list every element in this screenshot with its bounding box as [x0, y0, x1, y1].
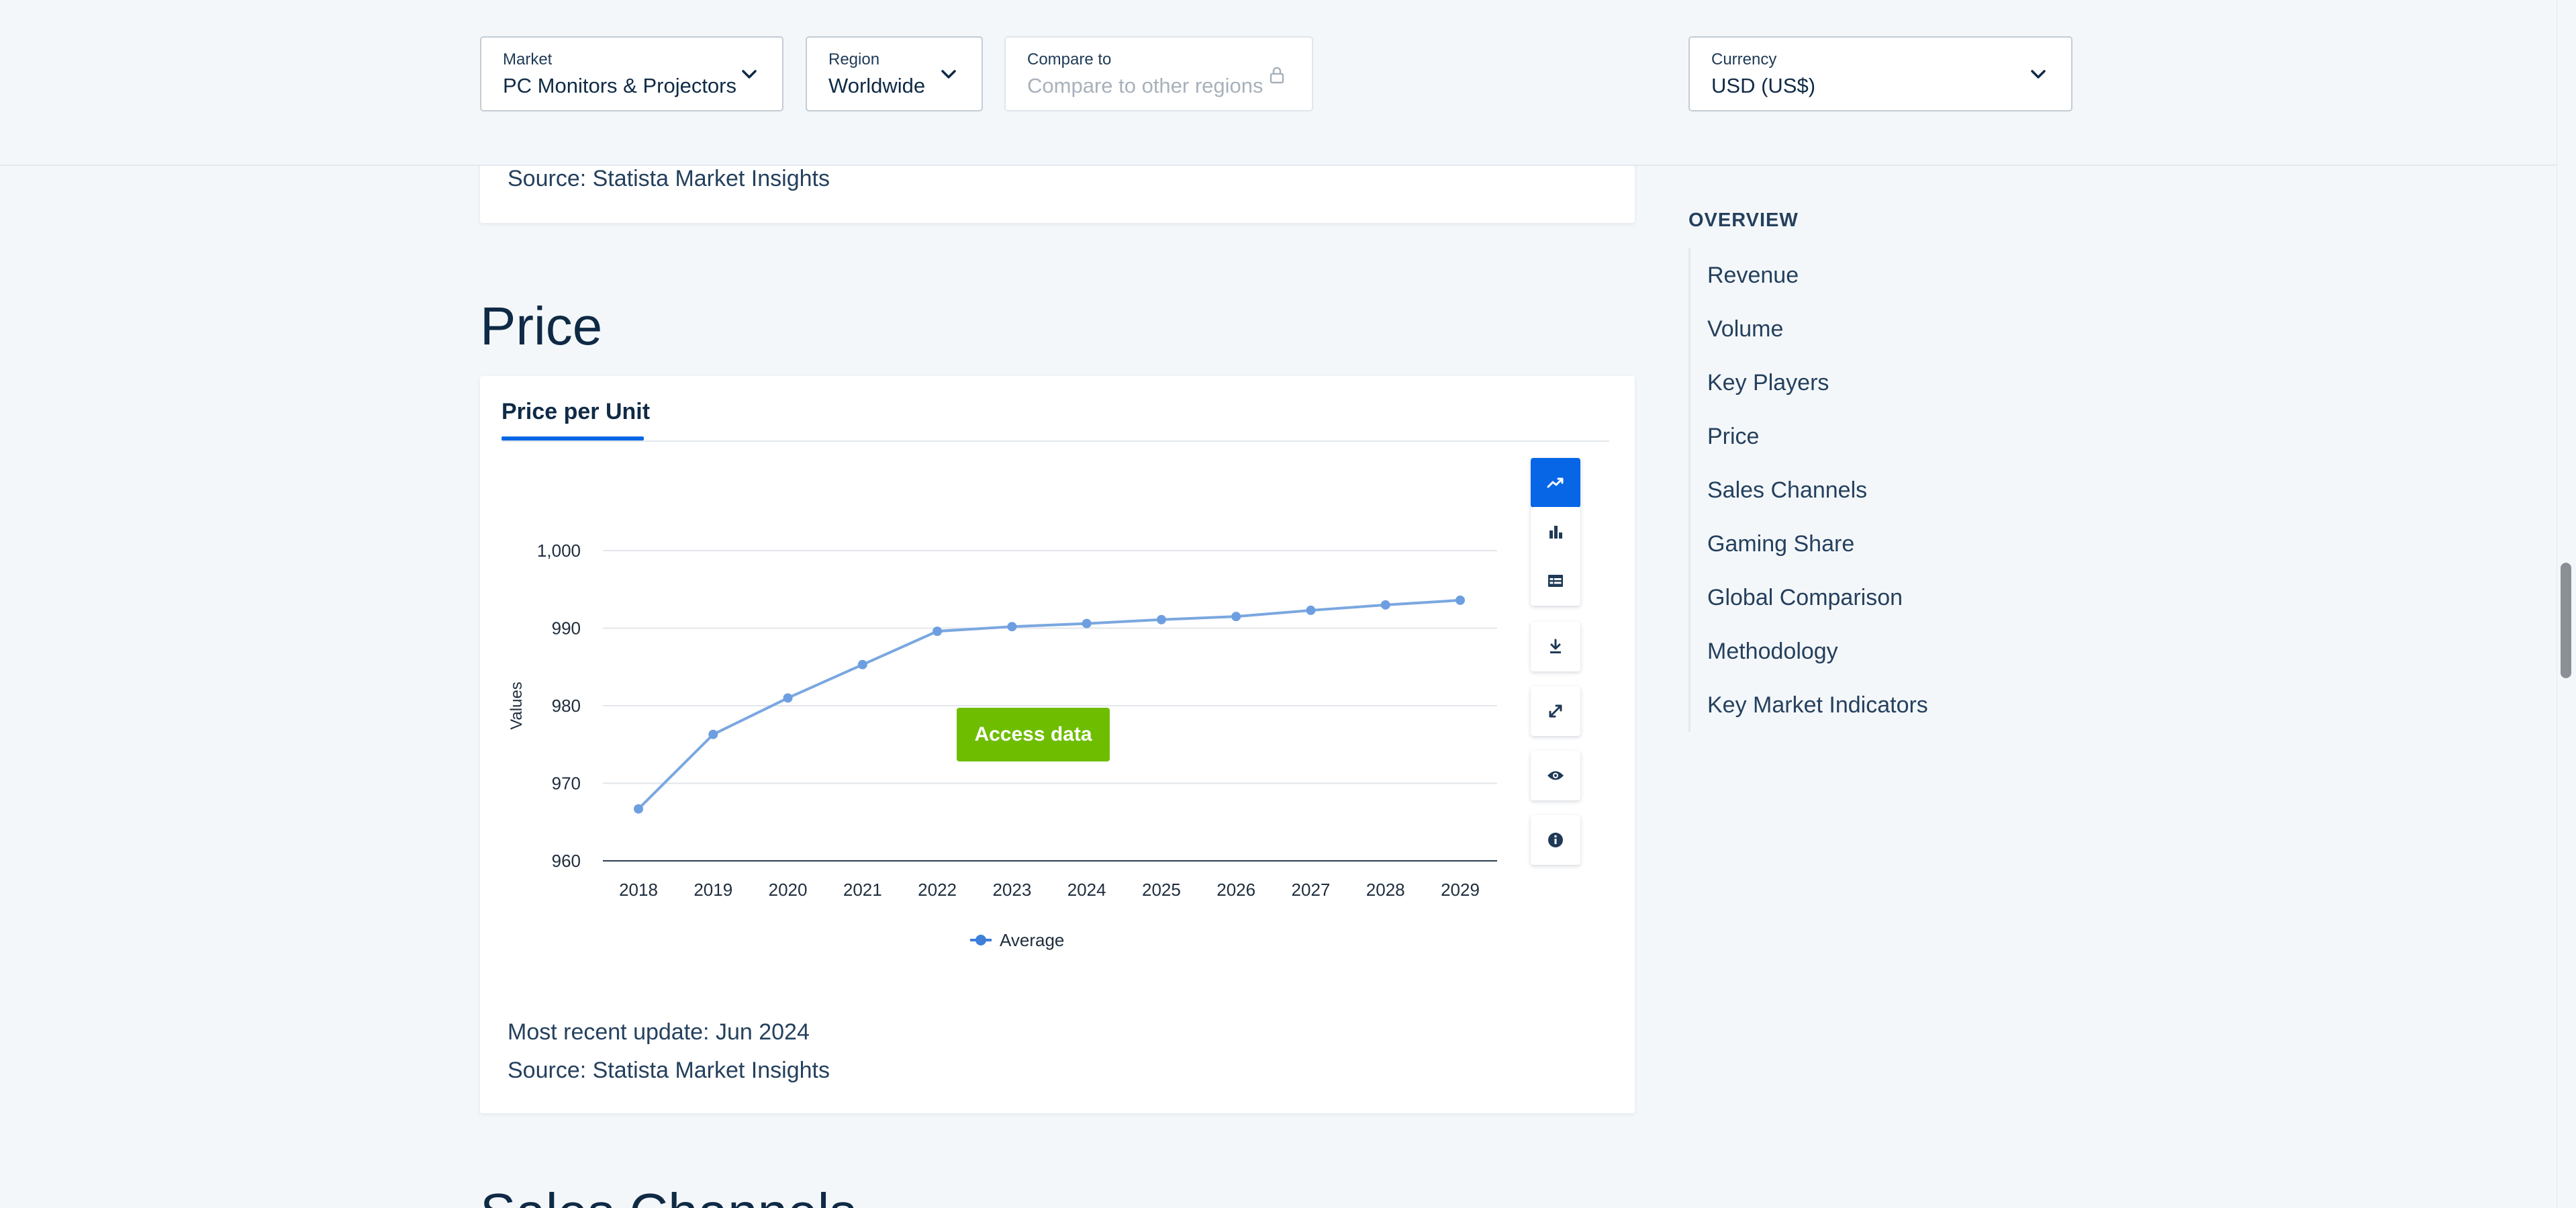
table-icon: [1548, 575, 1563, 587]
tab-price-per-unit[interactable]: Price per Unit: [502, 399, 651, 424]
compare-select[interactable]: Compare to Compare to other regions: [1004, 36, 1313, 111]
x-tick-label: 2022: [918, 880, 957, 900]
compare-label: Compare to: [1027, 50, 1112, 68]
x-tick-label: 2023: [992, 880, 1031, 900]
section-title-sales-channels: Sales Channels: [480, 1182, 856, 1208]
eye-icon: [1547, 771, 1564, 780]
download-button[interactable]: [1531, 622, 1580, 671]
data-point: [783, 693, 793, 703]
region-value: Worldwide: [828, 74, 926, 97]
data-point: [1456, 595, 1465, 605]
compare-placeholder: Compare to other regions: [1027, 74, 1263, 97]
overview-title: OVERVIEW: [1688, 210, 1799, 231]
x-tick-label: 2027: [1292, 880, 1331, 900]
x-tick-label: 2025: [1142, 880, 1181, 900]
data-point: [1231, 612, 1241, 622]
sidebar-item-sales-channels[interactable]: Sales Channels: [1707, 477, 1868, 503]
data-point: [1082, 618, 1092, 629]
price-chart-card: Price per Unit 960 970 980 990 1,000 2018 2019…: [480, 376, 1635, 1113]
sidebar-item-global-comparison[interactable]: Global Comparison: [1707, 585, 1903, 610]
x-tick-label: 2020: [769, 880, 808, 900]
region-label: Region: [828, 50, 880, 68]
sidebar-item-price[interactable]: Price: [1707, 424, 1760, 449]
x-tick-label: 2026: [1217, 880, 1255, 900]
region-select[interactable]: Region Worldwide: [806, 36, 983, 111]
bar-chart-icon: [1549, 526, 1562, 539]
lock-icon: [1270, 66, 1284, 84]
y-tick-label: 960: [552, 851, 581, 871]
chevron-down-icon: [2031, 70, 2046, 79]
x-tick-label: 2019: [694, 880, 732, 900]
y-tick-label: 1,000: [537, 541, 581, 561]
market-value: PC Monitors & Projectors: [503, 74, 736, 97]
currency-label: Currency: [1711, 50, 1777, 68]
page-scrollbar-thumb[interactable]: [2561, 563, 2571, 678]
x-tick-label: 2028: [1366, 880, 1405, 900]
x-tick-label: 2024: [1067, 880, 1106, 900]
bar-chart-button[interactable]: [1531, 507, 1580, 557]
x-tick-label: 2029: [1441, 880, 1480, 900]
y-tick-label: 990: [552, 618, 581, 639]
market-select[interactable]: Market PC Monitors & Projectors: [480, 36, 783, 111]
overview-nav: Revenue Volume Key Players Price Sales C…: [1688, 248, 2093, 732]
market-label: Market: [503, 50, 553, 68]
chevron-down-icon: [742, 70, 757, 79]
data-point: [1380, 600, 1390, 610]
data-point: [634, 804, 643, 814]
fullscreen-button[interactable]: [1531, 686, 1580, 736]
data-point: [1007, 622, 1017, 632]
filter-bar: Market PC Monitors & Projectors Region W…: [0, 0, 2557, 166]
y-tick-label: 980: [552, 696, 581, 716]
data-point: [1306, 605, 1316, 615]
source-text: Source: Statista Market Insights: [508, 1058, 830, 1083]
data-point: [857, 659, 867, 669]
price-line-chart: 960 970 980 990 1,000 2018 2019 2020 2021 2022 202…: [508, 541, 1497, 950]
data-point: [1156, 614, 1166, 624]
sidebar-item-key-market-indicators[interactable]: Key Market Indicators: [1707, 692, 1928, 718]
currency-value: USD (US$): [1711, 74, 1816, 97]
sidebar-item-volume[interactable]: Volume: [1707, 316, 1784, 342]
access-data-button[interactable]: Access data: [957, 708, 1110, 761]
tab-divider: [502, 440, 1609, 442]
line-chart-button[interactable]: [1531, 458, 1580, 508]
view-button[interactable]: [1531, 751, 1580, 800]
x-tick-label: 2018: [619, 880, 658, 900]
sidebar-item-gaming-share[interactable]: Gaming Share: [1707, 531, 1855, 557]
sidebar-item-methodology[interactable]: Methodology: [1707, 639, 1838, 664]
active-tab-indicator: [502, 436, 644, 440]
y-tick-label: 970: [552, 774, 581, 794]
legend-point-marker: [975, 935, 986, 945]
currency-select[interactable]: Currency USD (US$): [1688, 36, 2072, 111]
expand-icon: [1549, 704, 1562, 718]
source-text: Source: Statista Market Insights: [508, 166, 830, 191]
sidebar-item-revenue[interactable]: Revenue: [1707, 263, 1799, 288]
line-chart-icon: [1547, 477, 1564, 488]
data-point: [708, 729, 718, 739]
series-line-average: [637, 598, 1461, 810]
download-icon: [1550, 639, 1561, 653]
info-button[interactable]: [1531, 815, 1580, 865]
y-axis-label: Values: [508, 682, 526, 730]
section-title-price: Price: [480, 296, 603, 356]
chart-type-toggle: [1531, 458, 1580, 606]
data-point: [933, 626, 943, 637]
chevron-down-icon: [941, 70, 956, 79]
table-view-button[interactable]: [1531, 556, 1580, 606]
update-text: Most recent update: Jun 2024: [508, 1019, 810, 1045]
x-tick-label: 2021: [843, 880, 882, 900]
sidebar-item-key-players[interactable]: Key Players: [1707, 370, 1829, 396]
legend-label-average: Average: [1000, 930, 1064, 950]
info-icon: [1548, 833, 1563, 847]
